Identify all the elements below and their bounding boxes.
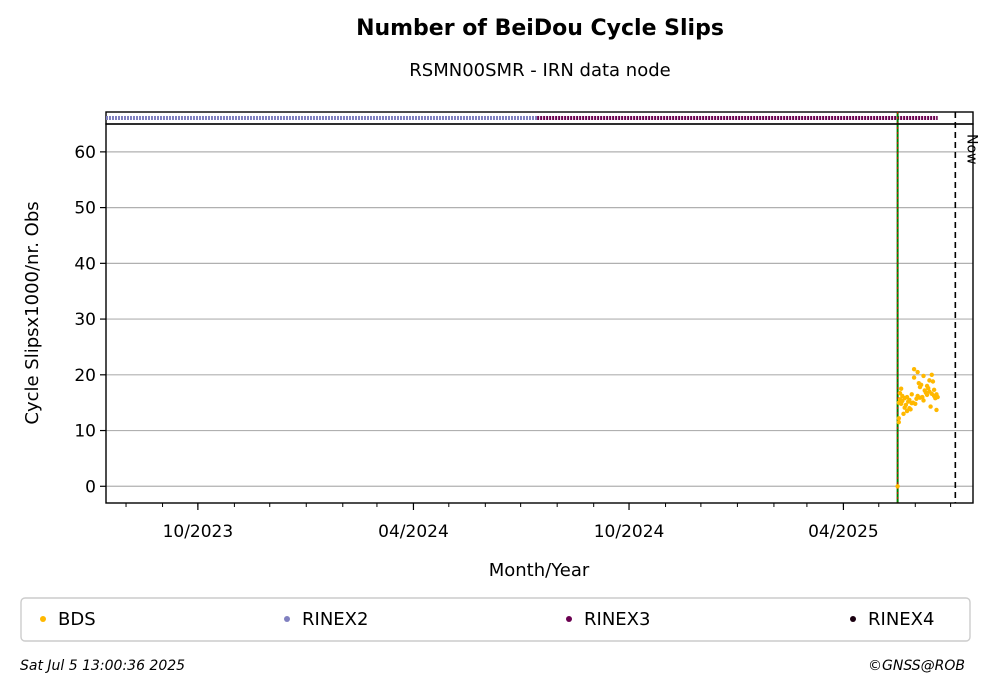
y-tick-label: 0 (85, 477, 96, 497)
data-point (924, 392, 930, 398)
legend-marker (850, 616, 856, 622)
y-axis-label: Cycle Slipsx1000/nr. Obs (22, 201, 43, 424)
x-tick-label: 10/2023 (163, 522, 234, 542)
footer-timestamp: Sat Jul 5 13:00:36 2025 (20, 658, 186, 674)
legend-label: RINEX2 (302, 609, 368, 630)
data-point (930, 379, 936, 384)
data-point (928, 404, 933, 409)
legend-label: RINEX3 (584, 609, 650, 630)
data-point (907, 397, 912, 403)
data-point (918, 382, 924, 388)
y-axis: 0 10 20 30 40 50 60 (74, 143, 106, 497)
y-tick-label: 10 (74, 422, 96, 442)
data-point (927, 378, 932, 383)
now-label: Now (963, 134, 979, 165)
chart-subtitle: RSMN00SMR - IRN data node (409, 60, 671, 81)
x-tick-label: 04/2024 (378, 522, 449, 542)
legend-marker (284, 616, 290, 622)
vertical-markers: Now (896, 112, 979, 503)
data-point (911, 367, 917, 372)
grid (106, 151, 973, 487)
legend: BDS RINEX2 RINEX3 RINEX4 (40, 609, 934, 630)
data-point (903, 402, 909, 408)
data-point (901, 411, 906, 417)
data-point (898, 386, 904, 391)
data-point (935, 394, 940, 400)
data-point (909, 392, 914, 397)
data-point (895, 484, 900, 489)
legend-marker (566, 616, 572, 622)
y-tick-label: 50 (74, 199, 96, 219)
chart-title: Number of BeiDou Cycle Slips (356, 16, 724, 41)
data-point (931, 387, 937, 393)
x-axis-label: Month/Year (489, 560, 590, 581)
plot-frame (105, 123, 974, 504)
data-point (911, 375, 917, 380)
data-point (929, 372, 934, 378)
x-tick-label: 10/2024 (594, 522, 665, 542)
legend-marker (40, 616, 46, 622)
y-tick-label: 40 (74, 254, 96, 274)
footer-copyright: ©GNSS@ROB (868, 658, 965, 674)
bds-points (895, 367, 940, 489)
data-point (920, 394, 925, 400)
data-point (896, 416, 901, 421)
legend-box (20, 597, 971, 642)
y-tick-label: 60 (74, 143, 96, 163)
data-point (913, 401, 918, 406)
y-tick-label: 30 (74, 310, 96, 330)
x-axis: 10/2023 04/2024 10/2024 04/2025 (125, 503, 952, 542)
y-tick-label: 20 (74, 366, 96, 386)
x-tick-label: 04/2025 (808, 522, 879, 542)
data-point (934, 407, 939, 413)
legend-label: RINEX4 (868, 609, 934, 630)
data-point (915, 369, 920, 375)
data-point (926, 385, 931, 391)
data-point (921, 398, 926, 403)
data-point (921, 373, 926, 379)
legend-label: BDS (58, 609, 96, 630)
data-point (896, 419, 901, 425)
data-point (908, 407, 913, 412)
